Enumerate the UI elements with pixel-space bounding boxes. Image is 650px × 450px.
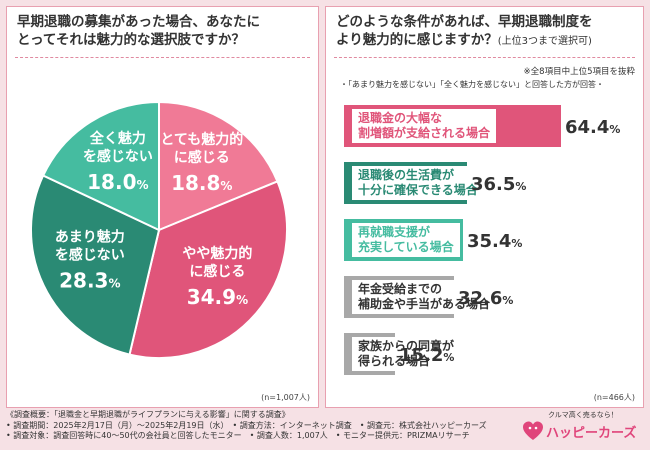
logo-tagline: クルマ高く売るなら！	[548, 411, 618, 419]
pie-slice-0	[158, 100, 279, 232]
footer-line3: • 調査対象：調査回答時に40〜50代の会社員と回答したモニター • 調査人数：…	[6, 431, 470, 440]
bar-label-line2: 割増額が支給される場合	[358, 126, 491, 140]
bar-label-line1: 退職後の生活費が	[358, 168, 455, 182]
bar-label: 退職金の大幅な 割増額が支給される場合	[352, 109, 497, 143]
bar-value: 64.4%	[565, 117, 621, 138]
left-sample-size: (n=1,007人)	[261, 393, 310, 402]
right-title-line2: より魅力的に感じますか？	[336, 32, 498, 48]
pie-slice-3	[41, 100, 160, 232]
right-panel: どのような条件があれば、早期退職制度を より魅力的に感じますか？(上位3つまで選…	[325, 6, 644, 408]
right-question-title: どのような条件があれば、早期退職制度を より魅力的に感じますか？(上位3つまで選…	[326, 7, 643, 51]
logo-name: ハッピーカーズ	[546, 426, 637, 441]
bar-value: 15.2%	[399, 345, 455, 366]
bar-label-line1: 再就職支援が	[358, 225, 431, 239]
left-question-title: 早期退職の募集があった場合、あなたに とってそれは魅力的な選択肢ですか？	[7, 7, 318, 49]
left-panel: 早期退職の募集があった場合、あなたに とってそれは魅力的な選択肢ですか？ とても…	[6, 6, 319, 408]
left-title-line1: 早期退職の募集があった場合、あなたに	[17, 14, 260, 30]
bar-value: 36.5%	[471, 174, 527, 195]
bar-label: 家族からの同意が 得られる場合	[352, 337, 461, 371]
right-title-line1: どのような条件があれば、早期退職制度を	[336, 14, 593, 30]
right-divider	[334, 57, 635, 58]
left-title-line2: とってそれは魅力的な選択肢ですか？	[17, 32, 246, 48]
bar-label-line1: 家族からの同意が	[358, 339, 455, 353]
right-note-respondents: ・「あまり魅力を感じない」「全く魅力を感じない」と回答した方が回答・	[340, 80, 604, 89]
pie-slice-2	[30, 174, 161, 356]
pie-slice-1	[128, 180, 288, 359]
right-note-extract: ※全8項目中上位5項目を抜粋	[523, 67, 635, 77]
bar-label: 退職後の生活費が 十分に確保できる場合	[352, 166, 484, 200]
pie-label-line2: を感じない	[83, 148, 153, 165]
bar-label: 再就職支援が 充実している場合	[352, 223, 460, 257]
pie-label-line1: やや魅力的	[182, 245, 252, 262]
bar-label-line2: 得られる場合	[358, 354, 431, 368]
pie-label-line1: 全く魅力	[89, 130, 146, 147]
pie-value: 34.9%	[187, 285, 248, 309]
pie-label-line1: とても魅力的	[160, 131, 243, 148]
bar-label-line1: 退職金の大幅な	[358, 111, 443, 125]
bar-value: 35.4%	[467, 231, 523, 252]
bar-label-line2: 充実している場合	[358, 240, 454, 254]
pie-label-line2: に感じる	[189, 263, 245, 280]
footer-line1: 《調査概要：「退職金と早期退職がライフプランに与える影響」に関する調査》	[6, 410, 290, 419]
survey-footer: 《調査概要：「退職金と早期退職がライフプランに与える影響」に関する調査》 • 調…	[6, 410, 487, 442]
pie-label-line1: あまり魅力	[55, 228, 125, 245]
pie-label-line2: に感じる	[174, 149, 230, 166]
bar-label-line1: 年金受給までの	[358, 282, 443, 296]
bar-label-line2: 補助金や手当がある場合	[358, 297, 491, 311]
heart-car-icon	[523, 421, 543, 440]
right-title-sub: (上位3つまで選択可)	[497, 36, 592, 47]
bar-value: 32.6%	[458, 288, 514, 309]
right-sample-size: (n=466人)	[593, 393, 635, 402]
left-divider	[15, 57, 310, 58]
bar-label-line2: 十分に確保できる場合	[358, 183, 478, 197]
pie-chart: とても魅力的に感じる18.8%やや魅力的に感じる34.9%あまり魅力を感じない2…	[30, 100, 288, 359]
footer-line2: • 調査期間：2025年2月17日（月）〜2025年2月19日（水） • 調査方…	[6, 420, 487, 430]
pie-label-line2: を感じない	[55, 246, 125, 263]
logo: クルマ高く売るなら！ ハッピーカーズ	[520, 410, 645, 448]
bar-label: 年金受給までの 補助金や手当がある場合	[352, 280, 497, 314]
